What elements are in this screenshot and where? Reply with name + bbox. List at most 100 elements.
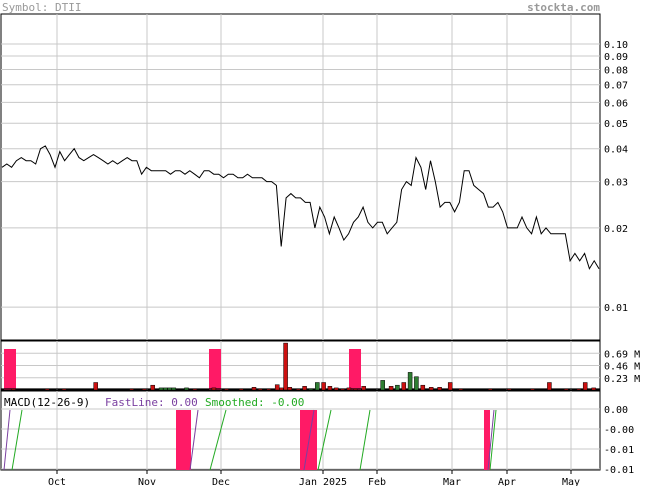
macd-fastline-seg-0 — [3, 409, 11, 471]
x-tick-label-7: May — [562, 477, 580, 486]
x-tick-label-3: Jan 2025 — [299, 477, 347, 486]
volume-bar-3 — [93, 382, 98, 391]
volume-bar-22 — [287, 387, 293, 391]
volume-bar-29 — [334, 387, 339, 391]
volume-bar-38 — [407, 372, 413, 391]
price-tick-label-1: 0.09 — [604, 52, 628, 63]
macd-fastline-seg-1 — [189, 409, 199, 471]
volume-bar-15 — [239, 388, 244, 391]
volume-bar-5 — [142, 388, 147, 391]
macd-fastline-seg-2 — [303, 409, 315, 471]
x-tick-label-4: Feb — [368, 477, 386, 486]
price-tick-label-0: 0.10 — [604, 40, 628, 51]
price-series-line — [1, 145, 600, 270]
volume-bar-43 — [447, 382, 453, 391]
volume-bar-17 — [258, 388, 263, 391]
volume-bar-10 — [171, 387, 177, 391]
x-tick-label-2: Dec — [212, 477, 230, 486]
volume-bar-19 — [274, 384, 280, 391]
price-frame — [0, 13, 601, 341]
volume-bar-36 — [395, 384, 400, 391]
volume-highlight-0 — [4, 349, 16, 390]
volume-bar-21 — [283, 342, 288, 391]
macd-tick-label-2: -0.01 — [604, 445, 634, 456]
macd-legend-smoothed: Smoothed: -0.00 — [205, 396, 304, 409]
macd-hist-2 — [484, 410, 490, 470]
volume-bar-2 — [61, 388, 67, 391]
volume-bar-47 — [530, 388, 535, 391]
volume-bar-52 — [591, 387, 596, 391]
volume-bar-34 — [380, 380, 385, 391]
x-tick-label-5: Mar — [443, 477, 461, 486]
macd-smoothed-seg-0 — [11, 409, 23, 471]
volume-bar-45 — [488, 388, 493, 391]
macd-legend-title: MACD(12-26-9) — [4, 396, 90, 409]
volume-bar-33 — [361, 386, 366, 391]
macd-tick-label-1: -0.00 — [604, 425, 634, 436]
volume-panel: 0.69 M 0.46 M0.23 M — [0, 340, 640, 391]
volume-highlight-1 — [209, 349, 221, 390]
macd-hist-0 — [176, 410, 191, 470]
volume-bar-49 — [563, 388, 569, 391]
volume-bar-51 — [582, 382, 588, 391]
volume-bar-35 — [388, 386, 394, 391]
macd-smoothed-seg-4 — [489, 409, 497, 471]
price-tick-label-2: 0.08 — [604, 65, 628, 76]
price-panel: 0.100.09 0.08 0.07 0.06 0.05 0.04 0.03 0.02 0.01 — [0, 13, 628, 341]
price-tick-label-9: 0.01 — [604, 303, 628, 314]
volume-bar-50 — [576, 388, 582, 391]
volume-bar-30 — [340, 388, 345, 391]
macd-smoothed-seg-2 — [317, 409, 332, 471]
volume-bar-32 — [352, 388, 358, 391]
volume-bar-42 — [437, 387, 442, 391]
volume-bar-1 — [44, 388, 50, 391]
volume-bar-14 — [224, 388, 229, 391]
macd-smoothed-seg-1 — [209, 409, 227, 471]
volume-tick-label-2: 0.23 M — [604, 374, 640, 385]
volume-bar-16 — [251, 387, 257, 391]
volume-bar-40 — [420, 384, 426, 391]
volume-bar-46 — [507, 388, 512, 391]
volume-bar-41 — [428, 387, 434, 391]
macd-tick-label-0: 0.00 — [604, 405, 628, 416]
volume-bar-4 — [129, 388, 134, 391]
price-tick-label-8: 0.02 — [604, 224, 628, 235]
volume-bar-20 — [279, 387, 284, 391]
volume-bar-11 — [184, 387, 189, 391]
volume-bar-6 — [150, 384, 155, 391]
volume-bar-23 — [296, 388, 301, 391]
volume-bar-12 — [192, 388, 198, 391]
price-tick-label-4: 0.06 — [604, 98, 628, 109]
price-tick-label-7: 0.03 — [604, 178, 628, 189]
volume-bar-48 — [547, 382, 552, 391]
volume-bar-27 — [321, 382, 326, 391]
volume-tick-label-0: 0.69 M — [604, 349, 640, 360]
site-name: stockta.com — [527, 1, 600, 14]
volume-bar-0 — [11, 388, 16, 391]
macd-smoothed-seg-3 — [359, 409, 371, 471]
macd-panel: 0.00 -0.00 -0.01 -0.01 — [0, 390, 634, 476]
volume-bar-26 — [315, 382, 320, 391]
price-tick-label-5: 0.05 — [604, 119, 628, 130]
x-tick-label-6: Apr — [498, 477, 516, 486]
macd-legend-fastline: FastLine: 0.00 — [105, 396, 198, 409]
volume-bar-28 — [327, 386, 333, 391]
volume-tick-label-1: 0.46 M — [604, 362, 640, 373]
volume-bar-37 — [401, 382, 407, 391]
macd-fastline-seg-3 — [487, 409, 495, 471]
volume-bar-7 — [158, 387, 164, 391]
price-tick-label-3: 0.07 — [604, 81, 628, 92]
macd-tick-label-3: -0.01 — [604, 465, 634, 476]
x-tick-label-0: Oct — [48, 477, 66, 486]
volume-bar-8 — [163, 387, 168, 391]
volume-bar-44 — [458, 388, 463, 391]
volume-bar-25 — [308, 388, 314, 391]
volume-bar-31 — [346, 387, 352, 391]
volume-highlight-2 — [349, 349, 361, 390]
x-axis: Oct Nov Dec Jan 2025 Feb Mar Apr May — [48, 470, 580, 486]
volume-bar-24 — [302, 386, 307, 391]
volume-bar-13 — [211, 387, 217, 391]
symbol-label: Symbol: DTII — [2, 1, 82, 14]
